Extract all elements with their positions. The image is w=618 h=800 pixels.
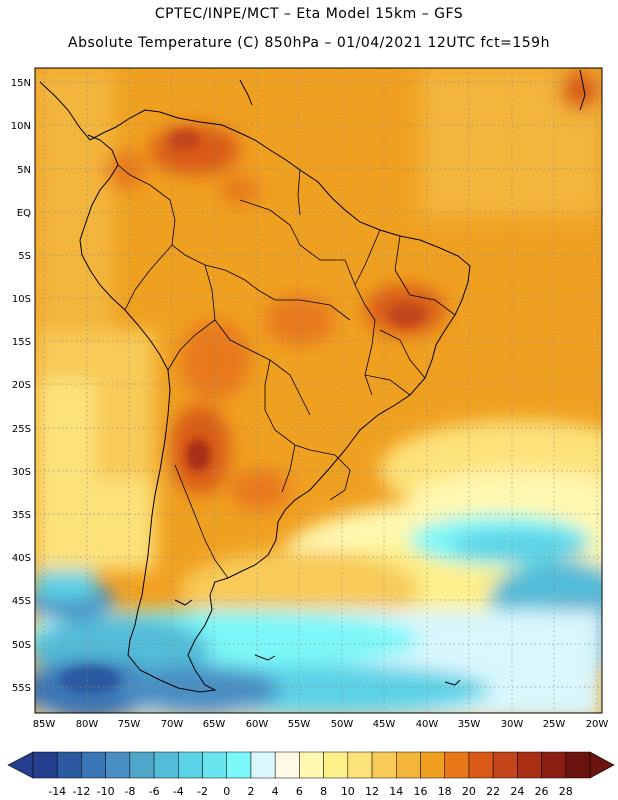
legend-swatch <box>56 751 82 779</box>
legend-tick-label: 4 <box>272 785 279 798</box>
legend-tick-label: 6 <box>296 785 303 798</box>
coastline <box>39 69 586 693</box>
lon-label: 65W <box>203 719 226 730</box>
lon-label: 80W <box>76 719 99 730</box>
legend-swatch <box>541 751 567 779</box>
legend-swatch <box>299 751 324 779</box>
legend-tick-label: 22 <box>486 785 500 798</box>
legend-tick-label: 28 <box>559 785 573 798</box>
legend-tick-label: 8 <box>320 785 327 798</box>
legend-swatch <box>371 751 397 779</box>
lat-label: 45S <box>12 596 31 607</box>
lon-label: 60W <box>246 719 269 730</box>
legend-swatch <box>153 751 179 779</box>
lat-label: 50S <box>12 640 31 651</box>
color-legend: -14 -12 -10 -8 -6 -4 -2 0 2 4 6 8 10 12 14 16 18 20 22 24 26… <box>7 751 615 798</box>
legend-tick-label: 26 <box>535 785 549 798</box>
legend-swatch <box>81 751 106 779</box>
lat-label: EQ <box>17 208 31 219</box>
lon-label: 50W <box>331 719 354 730</box>
lat-label: 10S <box>12 294 31 305</box>
lat-label: 40S <box>12 553 31 564</box>
lat-label: 25S <box>12 424 31 435</box>
legend-swatch <box>444 751 470 779</box>
legend-tick-label: -6 <box>149 785 160 798</box>
lat-label: 5S <box>18 251 31 262</box>
legend-swatch <box>32 751 58 779</box>
title-line-1: CPTEC/INPE/MCT – Eta Model 15km – GFS <box>154 6 464 22</box>
legend-tick-label: 0 <box>223 785 230 798</box>
temperature-field <box>35 68 602 713</box>
longitude-labels: 85W 80W 75W 70W 65W 60W 55W 50W 45W 40W … <box>33 719 609 730</box>
lon-label: 70W <box>161 719 184 730</box>
legend-tick-label: -2 <box>197 785 208 798</box>
legend-swatch <box>274 751 300 779</box>
legend-swatch <box>129 751 155 779</box>
legend-swatch <box>468 751 494 779</box>
grid-lines <box>35 68 602 713</box>
legend-tick-label: -14 <box>48 785 66 798</box>
legend-swatch <box>517 751 542 779</box>
legend-tick-label: -12 <box>72 785 90 798</box>
legend-tick-label: -4 <box>173 785 184 798</box>
legend-swatch <box>202 751 227 779</box>
lat-label: 15N <box>11 78 31 89</box>
legend-swatch <box>323 751 349 779</box>
legend-swatch <box>347 751 373 779</box>
legend-swatch <box>250 751 276 779</box>
legend-high-arrow <box>589 751 615 779</box>
country-borders <box>117 164 456 579</box>
lat-label: 15S <box>12 337 31 348</box>
lon-label: 75W <box>118 719 141 730</box>
lat-label: 55S <box>12 683 31 694</box>
legend-swatch <box>226 751 252 779</box>
legend-tick-label: -8 <box>124 785 135 798</box>
legend-swatch <box>105 751 131 779</box>
legend-tick-label: 12 <box>365 785 379 798</box>
legend-swatch <box>565 751 591 779</box>
lat-label: 20S <box>12 380 31 391</box>
lon-label: 40W <box>416 719 439 730</box>
legend-tick-label: 16 <box>413 785 427 798</box>
legend-swatch <box>396 751 421 779</box>
legend-tick-label: 14 <box>389 785 403 798</box>
lat-label: 5N <box>17 165 31 176</box>
legend-tick-label: 20 <box>462 785 476 798</box>
legend-swatch <box>492 751 518 779</box>
legend-tick-label: 18 <box>438 785 452 798</box>
lon-label: 55W <box>288 719 311 730</box>
legend-swatch <box>420 751 445 779</box>
legend-tick-label: 24 <box>510 785 524 798</box>
legend-swatch <box>178 751 203 779</box>
lon-label: 35W <box>458 719 481 730</box>
legend-low-arrow <box>7 751 34 779</box>
lon-label: 30W <box>501 719 524 730</box>
map-frame <box>34 67 603 714</box>
legend-tick-label: 10 <box>341 785 355 798</box>
lat-label: 35S <box>12 510 31 521</box>
lat-label: 30S <box>12 467 31 478</box>
lat-label: 10N <box>11 121 31 132</box>
lon-label: 45W <box>373 719 396 730</box>
title-line-2: Absolute Temperature (C) 850hPa – 01/04/… <box>68 35 550 51</box>
lon-label: 20W <box>586 719 609 730</box>
latitude-labels: 15N 10N 5N EQ 5S 10S 15S 20S 25S 30S 35S… <box>11 78 31 694</box>
lon-label: 85W <box>33 719 56 730</box>
lon-label: 25W <box>543 719 566 730</box>
legend-tick-label: 2 <box>247 785 254 798</box>
legend-tick-label: -10 <box>97 785 115 798</box>
